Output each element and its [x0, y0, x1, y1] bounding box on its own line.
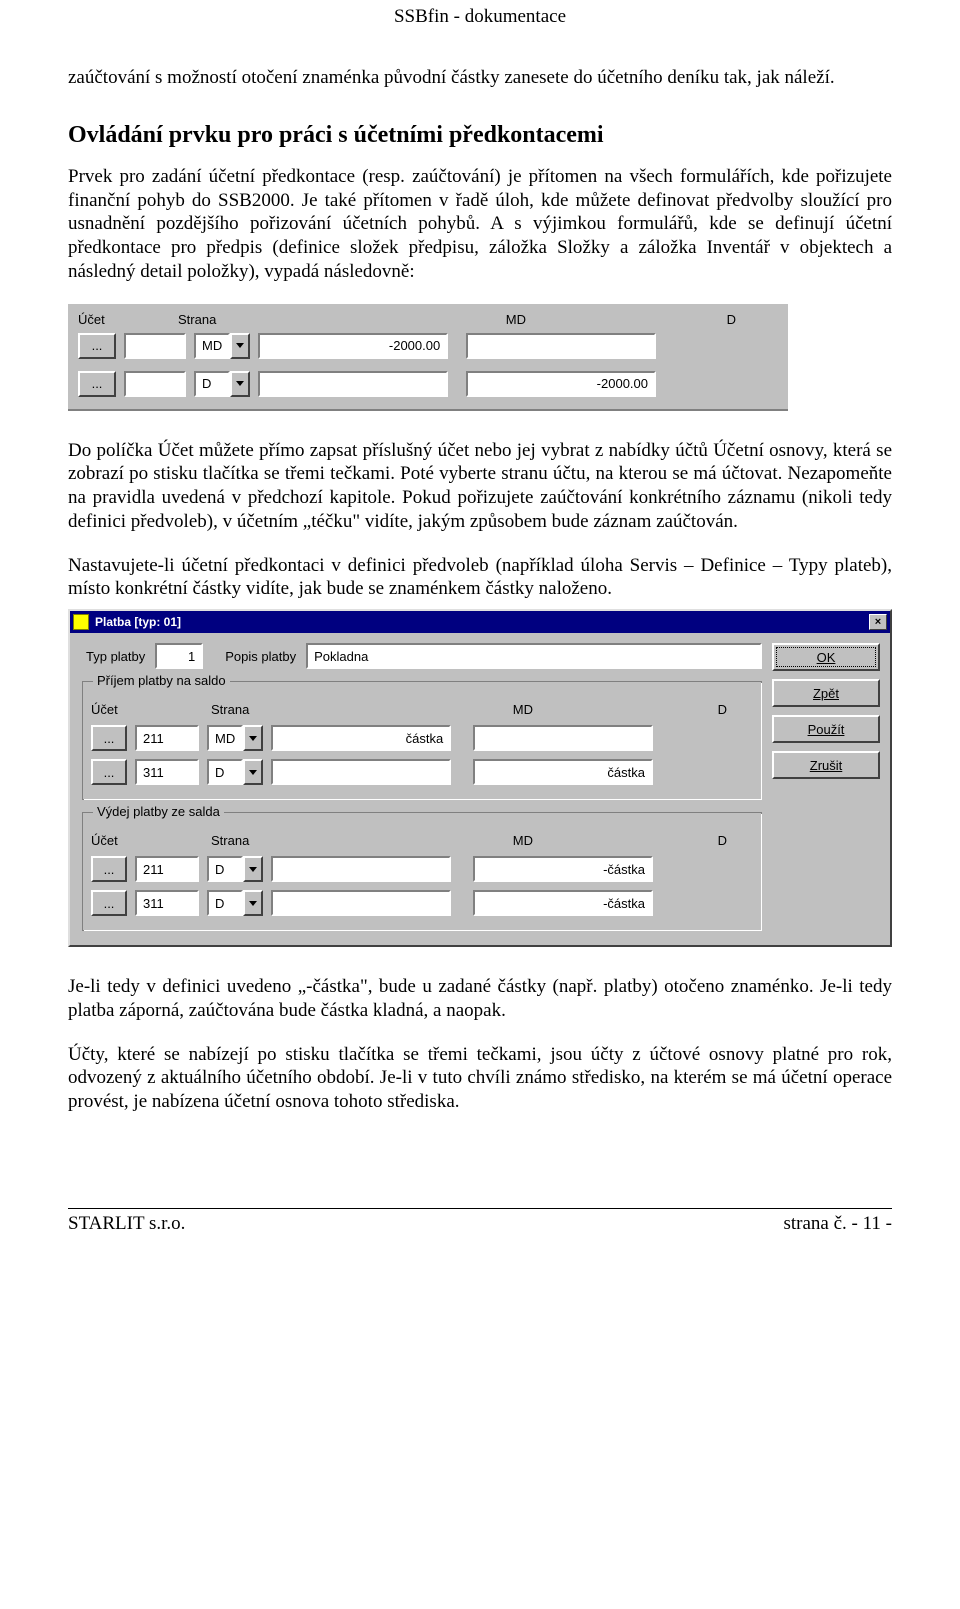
col-md-header: MD — [339, 833, 533, 848]
strana-select-value: D — [207, 890, 243, 916]
close-button[interactable]: × — [869, 614, 887, 630]
ucet-picker-button[interactable]: ... — [78, 371, 116, 397]
ucet-input[interactable] — [124, 371, 186, 397]
window-title: Platba [typ: 01] — [95, 615, 181, 629]
titlebar: Platba [typ: 01] × — [70, 611, 890, 633]
fieldset-vydej: Výdej platby ze salda Účet Strana MD D .… — [82, 812, 762, 931]
md-amount — [271, 759, 451, 785]
col-d-header: D — [526, 312, 736, 327]
row-1: ... MD -2000.00 — [68, 327, 788, 365]
strana-select-value: D — [207, 856, 243, 882]
col-d-header: D — [533, 833, 727, 848]
ucet-input[interactable]: 311 — [135, 890, 199, 916]
md-amount: částka — [271, 725, 451, 751]
d-amount: -částka — [473, 856, 653, 882]
chevron-down-icon[interactable] — [243, 890, 263, 916]
strana-select-value: MD — [207, 725, 243, 751]
popis-label: Popis platby — [225, 649, 296, 664]
chevron-down-icon[interactable] — [230, 371, 250, 397]
ucet-input[interactable]: 211 — [135, 856, 199, 882]
strana-select[interactable]: MD — [194, 333, 250, 359]
paragraph-3: Do políčka Účet můžete přímo zapsat přís… — [68, 439, 892, 534]
strana-select-value: MD — [194, 333, 230, 359]
md-amount — [271, 856, 451, 882]
zrusit-button[interactable]: Zrušit — [772, 751, 880, 779]
strana-select[interactable]: MD — [207, 725, 263, 751]
typplatby-label: Typ platby — [86, 649, 145, 664]
paragraph-2: Prvek pro zadání účetní předkontace (res… — [68, 165, 892, 284]
footer-right: strana č. - 11 - — [784, 1213, 893, 1235]
strana-select-value: D — [207, 759, 243, 785]
footer-left: STARLIT s.r.o. — [68, 1213, 185, 1235]
col-md-header: MD — [326, 312, 526, 327]
chevron-down-icon[interactable] — [243, 725, 263, 751]
ucet-input[interactable]: 211 — [135, 725, 199, 751]
chevron-down-icon[interactable] — [243, 759, 263, 785]
d-amount — [466, 333, 656, 359]
typplatby-input[interactable]: 1 — [155, 643, 203, 669]
col-md-header: MD — [339, 702, 533, 717]
strana-select[interactable]: D — [207, 759, 263, 785]
col-strana-header: Strana — [211, 702, 339, 717]
paragraph-6: Účty, které se nabízejí po stisku tlačít… — [68, 1043, 892, 1114]
prijem-row-1: ... 211 MD částka — [91, 721, 753, 755]
d-amount: částka — [473, 759, 653, 785]
vydej-row-1: ... 211 D -částka — [91, 852, 753, 886]
paragraph-1: zaúčtování s možností otočení znaménka p… — [68, 66, 892, 90]
ucet-picker-button[interactable]: ... — [91, 725, 127, 751]
ucet-picker-button[interactable]: ... — [91, 856, 127, 882]
strana-select[interactable]: D — [207, 856, 263, 882]
d-amount: -2000.00 — [466, 371, 656, 397]
strana-select-value: D — [194, 371, 230, 397]
md-amount: -2000.00 — [258, 333, 448, 359]
ok-button[interactable]: OK — [772, 643, 880, 671]
col-strana-header: Strana — [211, 833, 339, 848]
zpet-button[interactable]: Zpět — [772, 679, 880, 707]
fieldset-prijem-legend: Příjem platby na saldo — [93, 673, 230, 688]
fieldset-prijem: Příjem platby na saldo Účet Strana MD D … — [82, 681, 762, 800]
prijem-row-2: ... 311 D částka — [91, 755, 753, 789]
ucet-picker-button[interactable]: ... — [91, 759, 127, 785]
window-icon — [73, 614, 89, 630]
heading-ovladani: Ovládání prvku pro práci s účetními před… — [68, 122, 892, 149]
col-ucet-header: Účet — [91, 833, 211, 848]
col-d-header: D — [533, 702, 727, 717]
paragraph-4: Nastavujete-li účetní předkontaci v defi… — [68, 554, 892, 602]
ucet-picker-button[interactable]: ... — [78, 333, 116, 359]
strana-select[interactable]: D — [207, 890, 263, 916]
popis-input[interactable]: Pokladna — [306, 643, 762, 669]
row-2: ... D -2000.00 — [68, 365, 788, 403]
ucet-picker-button[interactable]: ... — [91, 890, 127, 916]
md-amount — [271, 890, 451, 916]
pouzit-button[interactable]: Použít — [772, 715, 880, 743]
screenshot-platba-dialog: Platba [typ: 01] × Typ platby 1 Popis pl… — [68, 609, 892, 947]
fieldset-vydej-legend: Výdej platby ze salda — [93, 804, 224, 819]
ucet-input[interactable]: 311 — [135, 759, 199, 785]
strana-select[interactable]: D — [194, 371, 250, 397]
d-amount — [473, 725, 653, 751]
ucet-input[interactable] — [124, 333, 186, 359]
md-amount — [258, 371, 448, 397]
col-ucet-header: Účet — [91, 702, 211, 717]
vydej-row-2: ... 311 D -částka — [91, 886, 753, 920]
screenshot-predkontace-tecko: Účet Strana MD D ... MD -2000.00 ... — [68, 304, 892, 411]
doc-header: SSBfin - dokumentace — [68, 0, 892, 28]
col-ucet-header: Účet — [78, 312, 178, 327]
chevron-down-icon[interactable] — [243, 856, 263, 882]
paragraph-5: Je-li tedy v definici uvedeno „-částka",… — [68, 975, 892, 1023]
chevron-down-icon[interactable] — [230, 333, 250, 359]
footer-divider — [68, 1208, 892, 1209]
col-strana-header: Strana — [178, 312, 326, 327]
d-amount: -částka — [473, 890, 653, 916]
